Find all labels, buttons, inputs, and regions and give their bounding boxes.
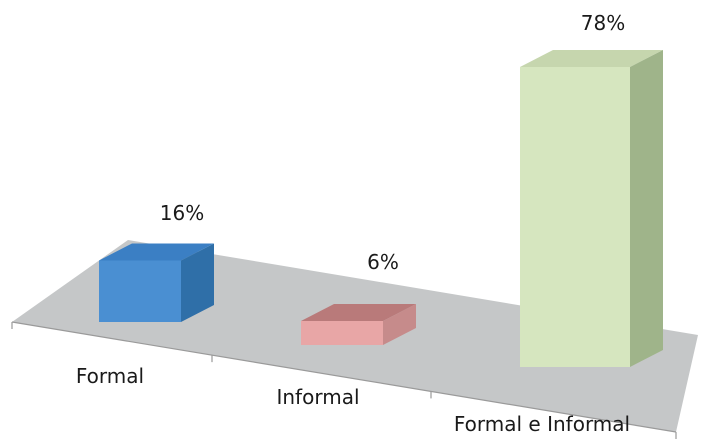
x-axis-line (11, 321, 677, 433)
labels-layer: 16% 6% 78% Formal Informal Formal e Info… (76, 11, 630, 436)
bar-top-formal-e-informal (520, 50, 663, 67)
bar-side-informal (383, 304, 416, 345)
category-label-formal: Formal (76, 364, 144, 388)
bar-front-formal-e-informal (520, 67, 630, 367)
category-label-formal-e-informal: Formal e Informal (454, 412, 630, 436)
bar-informal (301, 304, 416, 345)
bar-top-informal (301, 304, 416, 321)
bar-side-formal-e-informal (630, 50, 663, 367)
bar-top-formal (99, 243, 214, 261)
value-label-formal: 16% (160, 201, 204, 225)
bar-front-formal (99, 260, 181, 322)
bar-side-formal (181, 243, 214, 322)
bar-formal-e-informal (520, 50, 663, 367)
value-label-informal: 6% (367, 250, 399, 274)
bar-formal (99, 243, 214, 322)
bars-layer (99, 50, 663, 367)
value-label-formal-e-informal: 78% (581, 11, 625, 35)
bar-front-informal (301, 321, 383, 345)
category-label-informal: Informal (276, 385, 359, 409)
